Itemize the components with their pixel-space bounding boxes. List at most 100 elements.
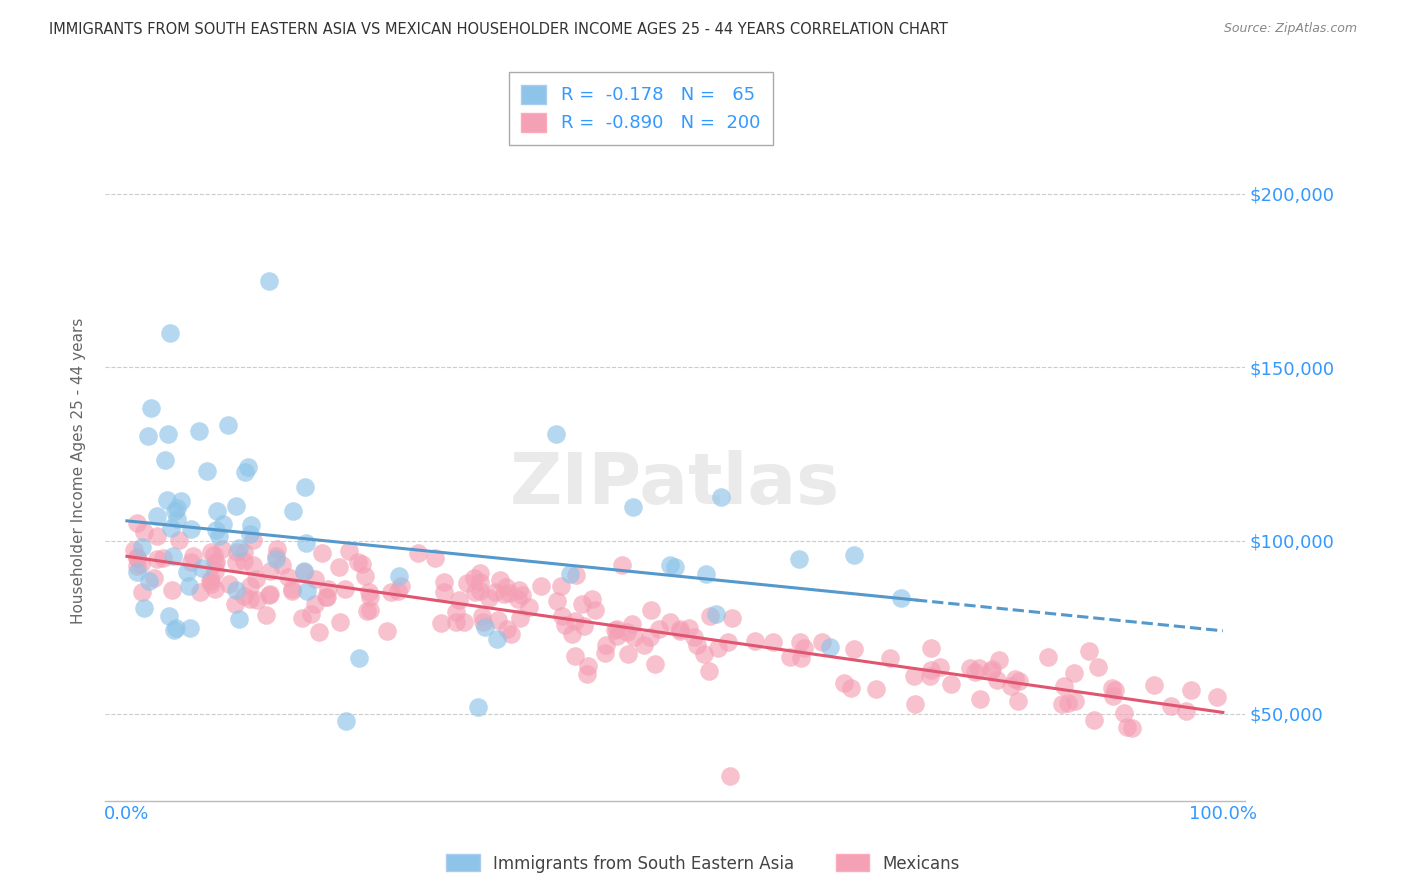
Point (200, 577, 222, 591)
Point (1114, 706, 1136, 721)
Point (259, 565, 281, 579)
Point (242, 533, 264, 547)
Point (721, 611, 744, 625)
Point (617, 647, 640, 661)
Point (685, 638, 707, 652)
Point (842, 642, 865, 657)
Point (294, 535, 316, 549)
Legend: R =  -0.178   N =   65, R =  -0.890   N =  200: R = -0.178 N = 65, R = -0.890 N = 200 (509, 72, 773, 145)
Point (704, 607, 727, 622)
Point (492, 587, 515, 601)
Point (195, 464, 218, 478)
Point (180, 522, 202, 536)
Point (659, 615, 682, 630)
Point (225, 582, 247, 597)
Point (453, 615, 475, 629)
Point (981, 662, 1004, 676)
Point (259, 586, 281, 600)
Point (963, 665, 986, 680)
Point (204, 548, 226, 562)
Point (388, 569, 411, 583)
Point (967, 660, 990, 674)
Point (181, 549, 204, 563)
Point (359, 603, 381, 617)
Point (304, 597, 326, 611)
Text: IMMIGRANTS FROM SOUTH EASTERN ASIA VS MEXICAN HOUSEHOLDER INCOME AGES 25 - 44 YE: IMMIGRANTS FROM SOUTH EASTERN ASIA VS ME… (49, 22, 948, 37)
Point (1007, 694, 1029, 708)
Point (1083, 713, 1105, 727)
Point (980, 664, 1002, 678)
Point (498, 586, 520, 600)
Point (470, 574, 492, 589)
Point (918, 668, 941, 682)
Point (264, 551, 287, 566)
Point (468, 566, 491, 581)
Point (242, 558, 264, 572)
Point (551, 609, 574, 624)
Point (132, 524, 155, 539)
Point (204, 564, 226, 578)
Point (659, 558, 682, 572)
Point (328, 560, 350, 574)
Point (683, 630, 706, 644)
Point (239, 527, 262, 541)
Point (294, 480, 316, 494)
Point (517, 600, 540, 615)
Point (283, 504, 305, 518)
Point (890, 591, 912, 605)
Point (581, 592, 603, 607)
Point (190, 585, 212, 599)
Point (430, 615, 453, 630)
Point (640, 603, 662, 617)
Point (1160, 699, 1182, 714)
Point (644, 657, 666, 671)
Point (471, 608, 494, 623)
Point (564, 614, 586, 628)
Point (156, 493, 179, 508)
Point (941, 677, 963, 691)
Point (125, 566, 148, 580)
Point (359, 585, 381, 599)
Point (456, 576, 478, 591)
Point (205, 504, 228, 518)
Point (558, 566, 581, 581)
Point (904, 697, 927, 711)
Point (254, 607, 277, 622)
Point (495, 580, 517, 594)
Point (472, 615, 495, 629)
Y-axis label: Householder Income Ages 25 - 44 years: Householder Income Ages 25 - 44 years (72, 318, 86, 624)
Point (281, 582, 304, 596)
Point (139, 401, 162, 415)
Point (693, 647, 716, 661)
Point (718, 769, 741, 783)
Point (478, 591, 501, 605)
Point (544, 426, 567, 441)
Point (204, 556, 226, 570)
Point (1142, 677, 1164, 691)
Point (664, 560, 686, 574)
Point (620, 617, 643, 632)
Point (554, 618, 576, 632)
Point (347, 651, 370, 665)
Point (315, 591, 337, 605)
Point (153, 453, 176, 467)
Point (1007, 673, 1029, 688)
Point (621, 500, 644, 514)
Point (444, 615, 467, 629)
Point (810, 634, 832, 648)
Point (606, 629, 628, 643)
Point (129, 558, 152, 572)
Point (423, 551, 446, 566)
Text: ZIPatlas: ZIPatlas (510, 450, 839, 519)
Point (571, 597, 593, 611)
Point (217, 417, 239, 432)
Point (1036, 650, 1059, 665)
Point (463, 571, 485, 585)
Point (486, 613, 509, 627)
Point (299, 607, 322, 621)
Point (233, 544, 256, 558)
Point (1121, 721, 1143, 735)
Point (291, 611, 314, 625)
Point (1078, 644, 1101, 658)
Point (280, 584, 302, 599)
